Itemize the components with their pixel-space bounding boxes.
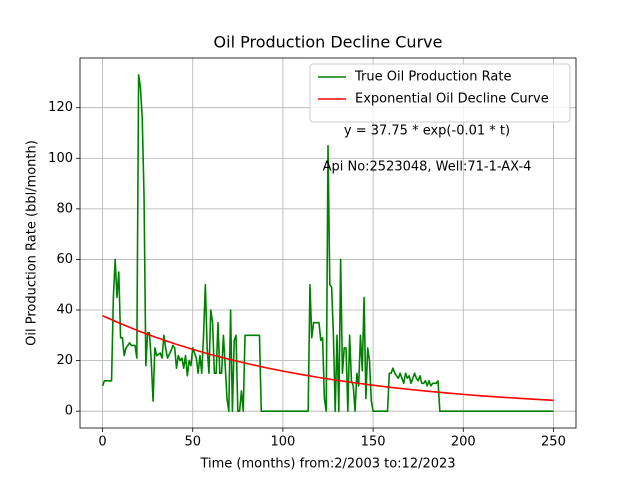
annotation: y = 37.75 * exp(-0.01 * t)	[344, 124, 510, 139]
series-line	[101, 74, 554, 412]
annotation: Api No:2523048, Well:71-1-AX-4	[323, 160, 532, 175]
y-tick-label: 0	[65, 404, 73, 419]
y-tick-label: 120	[48, 100, 73, 115]
legend-label: Exponential Oil Decline Curve	[355, 92, 549, 107]
legend: True Oil Production Rate Exponential Oil …	[309, 63, 571, 123]
x-tick-label: 150	[361, 435, 386, 450]
legend-label: True Oil Production Rate	[354, 70, 511, 85]
plot-lines	[101, 74, 554, 412]
x-axis-label: Time (months) from:2/2003 to:12/2023	[199, 457, 455, 472]
x-tick-label: 250	[541, 435, 566, 450]
y-tick-label: 60	[56, 252, 73, 267]
axes-frame	[79, 57, 577, 429]
x-tick-label: 200	[451, 435, 476, 450]
x-tick-label: 50	[184, 435, 201, 450]
chart-title: Oil Production Decline Curve	[214, 33, 443, 52]
y-tick-label: 80	[56, 201, 73, 216]
y-axis-label: Oil Production Rate (bbl/month)	[25, 140, 40, 346]
x-tick-label: 0	[98, 435, 106, 450]
y-tick-label: 100	[48, 151, 73, 166]
legend-box	[309, 63, 571, 123]
y-tick-label: 40	[56, 303, 73, 318]
x-tick-label: 100	[270, 435, 295, 450]
y-tick-label: 20	[56, 353, 73, 368]
series-line	[102, 314, 554, 402]
